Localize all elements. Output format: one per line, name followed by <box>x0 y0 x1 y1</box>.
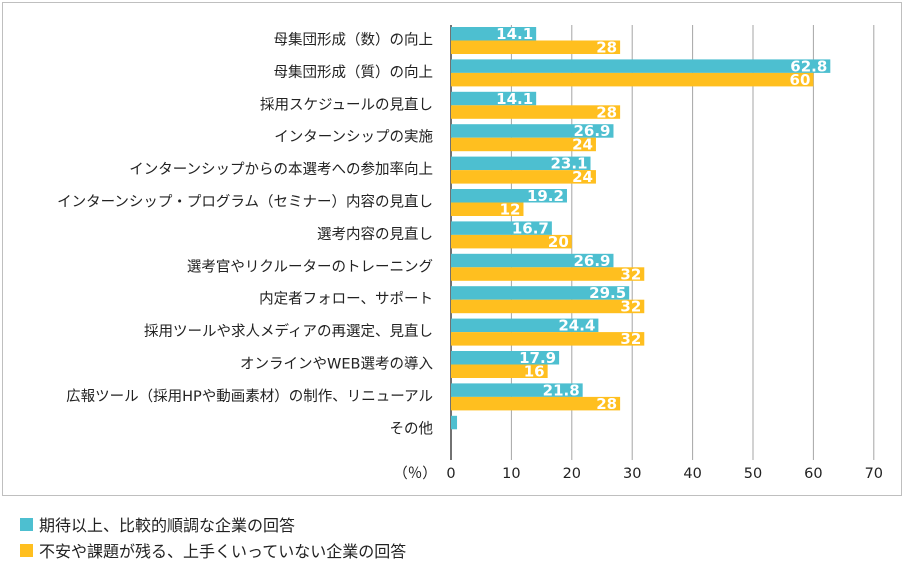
category-label: 広報ツール（採用HPや動画素材）の制作、リニューアル <box>66 388 433 405</box>
data-label-series-1: 23.1 <box>551 155 588 173</box>
data-label-series-2: 32 <box>620 265 641 283</box>
data-label-series-2: 20 <box>548 233 569 251</box>
legend-item-series-2: 不安や課題が残る、上手くいっていない企業の回答 <box>20 538 406 562</box>
bar-series-2 <box>451 267 645 281</box>
category-label: 母集団形成（質）の向上 <box>274 63 434 81</box>
data-label-series-2: 28 <box>596 39 617 57</box>
data-label-series-2: 60 <box>790 71 811 89</box>
data-label-series-2: 24 <box>572 136 593 154</box>
data-label-series-2: 24 <box>572 168 593 186</box>
bar-series-1 <box>451 415 458 430</box>
data-label-series-1: 62.8 <box>790 57 827 75</box>
bar-series-2 <box>451 170 596 184</box>
bar-series-1 <box>451 189 567 203</box>
bar-series-1 <box>451 221 552 235</box>
chart-frame: 0 10 20 30 40 50 60 70 （％） 母集団形成（数）の向上 14.1 28 母集団形成… <box>2 2 902 496</box>
category-label: 採用スケジュールの見直し <box>260 96 433 113</box>
category-label: 内定者フォロー、サポート <box>259 291 433 308</box>
data-label-series-1: 26.9 <box>573 122 610 140</box>
bar-series-2 <box>451 332 645 346</box>
category-label: 選考官やリクルーターのトレーニング <box>187 258 433 275</box>
data-label-series-2: 12 <box>500 201 521 219</box>
category-label: 採用ツールや求人メディアの再選定、見直し <box>144 322 433 340</box>
x-axis-label: （％） <box>393 465 437 482</box>
bar-series-1 <box>451 318 599 333</box>
bar-series-1 <box>451 286 630 300</box>
bar-series-2 <box>451 299 645 314</box>
data-label-series-1: 21.8 <box>543 381 580 399</box>
category-label: インターンシップの実施 <box>274 129 433 146</box>
bar-series-2 <box>451 137 596 152</box>
data-label-series-2: 32 <box>620 298 641 316</box>
x-tick-label: 10 <box>502 466 520 482</box>
x-tick-label: 50 <box>744 466 762 482</box>
bar-series-1 <box>451 124 614 138</box>
x-tick-label: 70 <box>865 466 883 482</box>
category-label: インターンシップ・プログラム（セミナー）内容の見直し <box>57 194 433 211</box>
data-label-series-2: 28 <box>596 395 617 413</box>
bar-series-1 <box>451 253 614 268</box>
bar-series-1 <box>451 59 831 73</box>
data-label-series-1: 24.4 <box>558 317 595 335</box>
x-tick-label: 20 <box>563 466 581 482</box>
bar-series-2 <box>451 202 524 216</box>
bar-series-2 <box>451 396 621 411</box>
legend-swatch-series-2 <box>20 543 33 557</box>
data-label-series-2: 16 <box>524 363 545 381</box>
x-tick-label: 0 <box>446 466 455 482</box>
data-label-series-1: 29.5 <box>589 284 626 302</box>
data-label-series-1: 26.9 <box>573 252 610 270</box>
bar-series-2 <box>451 40 621 54</box>
data-label-series-1: 17.9 <box>519 349 556 367</box>
category-label: その他 <box>390 420 434 437</box>
legend-label-series-2: 不安や課題が残る、上手くいっていない企業の回答 <box>39 542 407 561</box>
data-label-series-2: 32 <box>620 330 641 348</box>
bar-chart: 0 10 20 30 40 50 60 70 （％） 母集団形成（数）の向上 14.1 28 母集団形成… <box>57 25 883 482</box>
legend-item-series-1: 期待以上、比較的順調な企業の回答 <box>20 512 295 536</box>
bar-series-2 <box>451 105 621 119</box>
category-label: 母集団形成（数）の向上 <box>274 32 434 49</box>
x-tick-label: 40 <box>683 466 701 482</box>
x-tick-label: 60 <box>804 466 822 482</box>
data-label-series-2: 28 <box>596 103 617 121</box>
bar-series-2 <box>451 364 548 378</box>
bar-series-2 <box>451 72 814 87</box>
data-label-series-1: 14.1 <box>496 25 533 43</box>
bar-series-1 <box>451 351 560 365</box>
data-label-series-1: 19.2 <box>527 187 564 205</box>
bar-series-1 <box>451 91 537 106</box>
bar-series-1 <box>451 156 591 171</box>
bar-series-1 <box>451 27 537 41</box>
category-label: 選考内容の見直し <box>317 226 433 243</box>
data-label-series-1: 14.1 <box>496 90 533 108</box>
category-label: インターンシップからの本選考への参加率向上 <box>129 161 433 178</box>
bar-series-1 <box>451 383 583 397</box>
bar-series-2 <box>451 234 572 249</box>
category-label: オンラインやWEB選考の導入 <box>240 356 433 373</box>
legend-swatch-series-1 <box>20 517 33 531</box>
x-tick-label: 30 <box>623 466 641 482</box>
data-label-series-1: 16.7 <box>512 219 549 237</box>
legend-label-series-1: 期待以上、比較的順調な企業の回答 <box>39 516 296 535</box>
